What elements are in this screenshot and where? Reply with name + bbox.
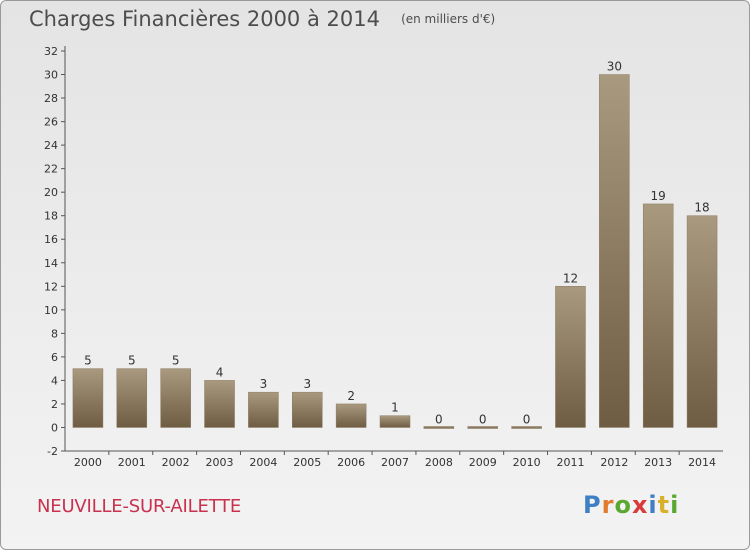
- chart-subtitle: (en milliers d'€): [401, 12, 496, 26]
- bar: [204, 380, 235, 428]
- x-tick-label: 2011: [556, 456, 584, 469]
- y-tick-label: 6: [51, 351, 58, 364]
- commune-name: NEUVILLE-SUR-AILETTE: [37, 496, 242, 517]
- y-tick-label: 8: [51, 327, 58, 340]
- x-tick-label: 2009: [469, 456, 497, 469]
- data-label: 0: [523, 412, 531, 426]
- y-tick-label: 18: [44, 210, 58, 223]
- brand-letter: x: [631, 491, 649, 519]
- bar: [467, 426, 498, 429]
- y-tick-label: 14: [44, 257, 58, 270]
- chart-title: Charges Financières 2000 à 2014: [29, 7, 380, 31]
- bar: [292, 391, 323, 428]
- x-tick-label: 2010: [513, 456, 541, 469]
- x-tick-label: 2005: [293, 456, 321, 469]
- data-label: 5: [84, 354, 92, 368]
- y-tick-label: 20: [44, 186, 58, 199]
- data-label: 0: [479, 412, 487, 426]
- bar: [248, 391, 279, 428]
- x-tick-label: 2014: [688, 456, 716, 469]
- data-label: 3: [303, 377, 311, 391]
- brand-letter: o: [614, 491, 632, 519]
- x-tick-label: 2007: [381, 456, 409, 469]
- bar: [335, 403, 367, 428]
- bar: [72, 368, 104, 428]
- y-tick-label: 24: [44, 139, 58, 152]
- y-tick-label: 16: [44, 233, 58, 246]
- brand-letter: i: [670, 491, 680, 519]
- y-tick-label: 30: [44, 69, 58, 82]
- bar: [511, 426, 542, 429]
- y-tick-label: 28: [44, 92, 58, 105]
- bar: [686, 215, 718, 428]
- y-tick-label: -2: [47, 445, 58, 458]
- brand-letter: i: [648, 491, 658, 519]
- data-label: 2: [347, 389, 355, 403]
- y-tick-label: 12: [44, 280, 58, 293]
- data-label: 5: [172, 354, 180, 368]
- bar: [599, 74, 630, 428]
- data-label: 3: [260, 377, 268, 391]
- x-tick-label: 2000: [74, 456, 102, 469]
- data-label: 12: [563, 271, 578, 285]
- data-label: 18: [694, 201, 709, 215]
- x-tick-label: 2006: [337, 456, 365, 469]
- y-tick-label: 10: [44, 304, 58, 317]
- bar: [555, 286, 586, 428]
- x-tick-label: 2008: [425, 456, 453, 469]
- brand-letter: t: [657, 491, 671, 519]
- data-label: 30: [607, 60, 622, 74]
- y-tick-label: 0: [51, 421, 58, 434]
- x-tick-label: 2002: [162, 456, 190, 469]
- brand-logo[interactable]: Proxiti: [583, 491, 679, 519]
- brand-letter: r: [601, 491, 615, 519]
- bar: [379, 415, 411, 428]
- data-label: 0: [435, 412, 443, 426]
- y-tick-label: 32: [44, 45, 58, 58]
- y-tick-label: 22: [44, 163, 58, 176]
- title-row: Charges Financières 2000 à 2014 (en mill…: [29, 7, 495, 31]
- bar: [160, 368, 191, 428]
- y-tick-label: 26: [44, 116, 58, 129]
- data-label: 1: [391, 401, 399, 415]
- x-tick-label: 2012: [600, 456, 628, 469]
- bar: [423, 426, 455, 429]
- data-label: 5: [128, 354, 136, 368]
- data-label: 4: [216, 365, 224, 379]
- brand-letter: P: [583, 491, 602, 519]
- x-tick-label: 2013: [644, 456, 672, 469]
- x-tick-label: 2003: [206, 456, 234, 469]
- y-tick-label: 2: [51, 398, 58, 411]
- x-tick-label: 2004: [249, 456, 277, 469]
- data-label: 19: [651, 189, 666, 203]
- bar: [116, 368, 148, 428]
- bar: [642, 203, 674, 428]
- x-tick-label: 2001: [118, 456, 146, 469]
- y-tick-label: 4: [51, 374, 58, 387]
